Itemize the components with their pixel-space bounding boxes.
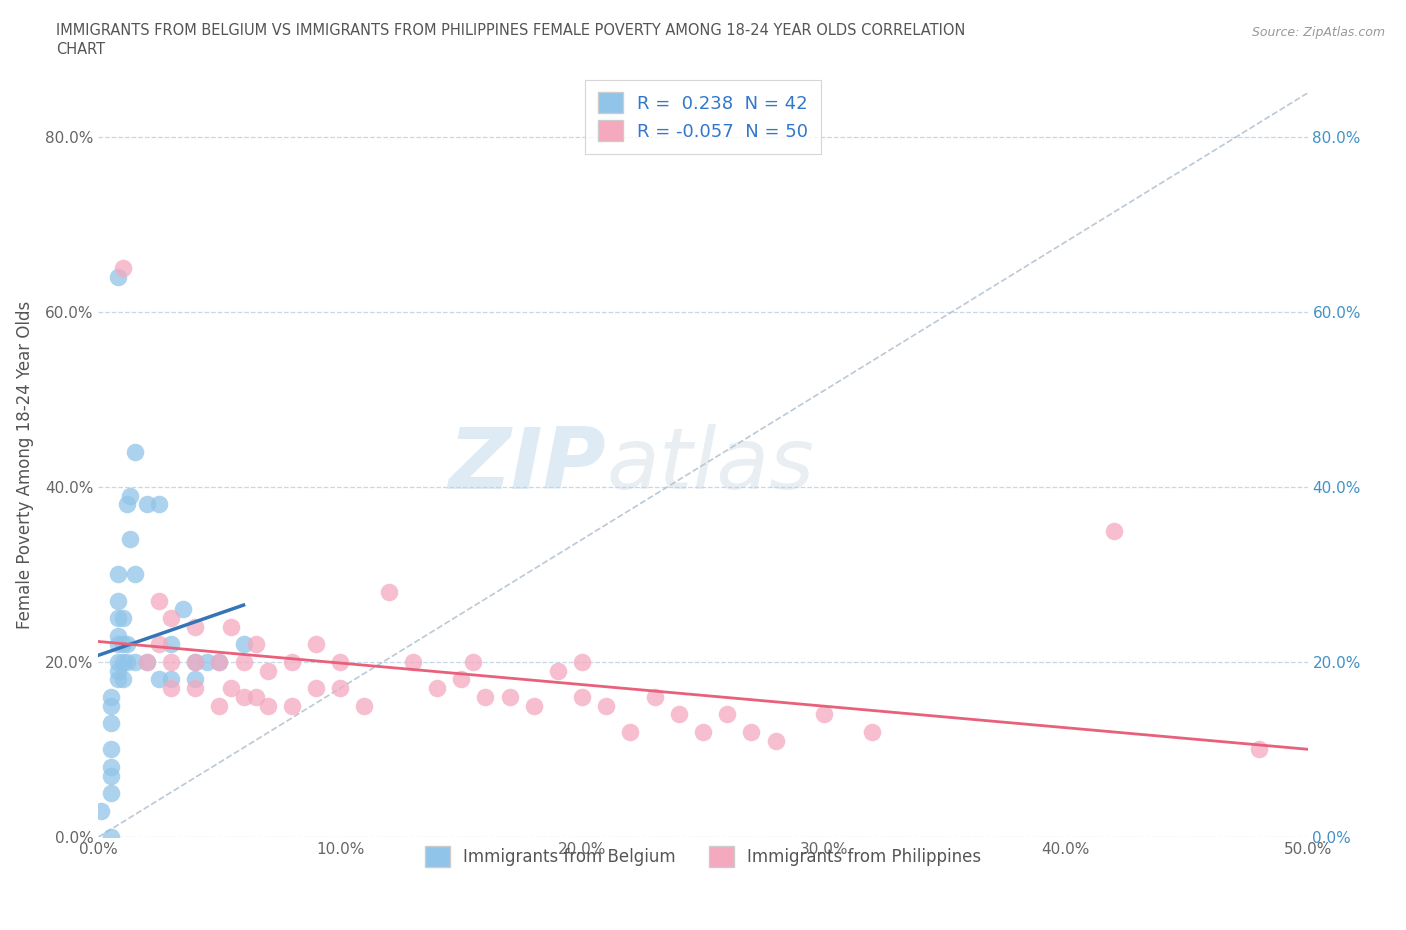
Point bbox=[221, 619, 243, 634]
Point bbox=[245, 689, 267, 704]
Point bbox=[184, 655, 207, 670]
Point bbox=[107, 672, 129, 687]
Point bbox=[281, 698, 304, 713]
Point bbox=[523, 698, 546, 713]
Point bbox=[716, 707, 738, 722]
Point bbox=[208, 698, 231, 713]
Point bbox=[329, 655, 352, 670]
Text: Source: ZipAtlas.com: Source: ZipAtlas.com bbox=[1251, 26, 1385, 39]
Point bbox=[450, 672, 472, 687]
Point bbox=[148, 497, 170, 512]
Point bbox=[571, 689, 593, 704]
Point bbox=[118, 532, 141, 547]
Point bbox=[547, 663, 569, 678]
Point bbox=[107, 567, 129, 582]
Text: atlas: atlas bbox=[606, 423, 814, 507]
Point bbox=[426, 681, 449, 696]
Point bbox=[107, 637, 129, 652]
Point bbox=[135, 655, 157, 670]
Point bbox=[184, 655, 207, 670]
Text: IMMIGRANTS FROM BELGIUM VS IMMIGRANTS FROM PHILIPPINES FEMALE POVERTY AMONG 18-2: IMMIGRANTS FROM BELGIUM VS IMMIGRANTS FR… bbox=[56, 23, 966, 38]
Point bbox=[305, 681, 328, 696]
Point bbox=[668, 707, 690, 722]
Point bbox=[160, 637, 183, 652]
Point bbox=[135, 655, 157, 670]
Point bbox=[135, 497, 157, 512]
Point bbox=[100, 689, 122, 704]
Text: CHART: CHART bbox=[56, 42, 105, 57]
Point bbox=[353, 698, 375, 713]
Point bbox=[160, 672, 183, 687]
Point bbox=[860, 724, 883, 739]
Point bbox=[100, 830, 122, 844]
Point bbox=[107, 270, 129, 285]
Point bbox=[172, 602, 194, 617]
Point bbox=[813, 707, 835, 722]
Point bbox=[498, 689, 520, 704]
Point bbox=[571, 655, 593, 670]
Point bbox=[221, 681, 243, 696]
Point bbox=[595, 698, 617, 713]
Point bbox=[208, 655, 231, 670]
Point bbox=[1249, 742, 1271, 757]
Point bbox=[111, 637, 134, 652]
Point bbox=[117, 637, 139, 652]
Point bbox=[111, 655, 134, 670]
Point bbox=[107, 629, 129, 644]
Point bbox=[107, 663, 129, 678]
Point bbox=[619, 724, 641, 739]
Point bbox=[232, 689, 254, 704]
Point bbox=[305, 637, 328, 652]
Point bbox=[740, 724, 762, 739]
Point bbox=[111, 611, 134, 626]
Point bbox=[232, 655, 254, 670]
Point bbox=[100, 760, 122, 775]
Point bbox=[124, 445, 146, 459]
Point bbox=[148, 672, 170, 687]
Point bbox=[160, 681, 183, 696]
Point bbox=[117, 497, 139, 512]
Point bbox=[329, 681, 352, 696]
Point bbox=[107, 655, 129, 670]
Point bbox=[281, 655, 304, 670]
Point bbox=[111, 260, 134, 275]
Point bbox=[124, 655, 146, 670]
Point bbox=[184, 619, 207, 634]
Point bbox=[245, 637, 267, 652]
Point bbox=[124, 567, 146, 582]
Point bbox=[256, 663, 278, 678]
Point bbox=[90, 804, 112, 818]
Point bbox=[256, 698, 278, 713]
Point bbox=[474, 689, 496, 704]
Point bbox=[692, 724, 714, 739]
Point bbox=[160, 611, 183, 626]
Point bbox=[100, 716, 122, 731]
Point bbox=[184, 672, 207, 687]
Point bbox=[377, 584, 399, 599]
Point bbox=[100, 698, 122, 713]
Point bbox=[100, 768, 122, 783]
Point bbox=[463, 655, 485, 670]
Point bbox=[208, 655, 231, 670]
Point bbox=[100, 742, 122, 757]
Point bbox=[402, 655, 425, 670]
Point bbox=[195, 655, 218, 670]
Point bbox=[184, 681, 207, 696]
Y-axis label: Female Poverty Among 18-24 Year Olds: Female Poverty Among 18-24 Year Olds bbox=[15, 301, 34, 629]
Legend: Immigrants from Belgium, Immigrants from Philippines: Immigrants from Belgium, Immigrants from… bbox=[418, 840, 988, 873]
Point bbox=[111, 672, 134, 687]
Point bbox=[148, 637, 170, 652]
Point bbox=[148, 593, 170, 608]
Text: ZIP: ZIP bbox=[449, 423, 606, 507]
Point bbox=[160, 655, 183, 670]
Point bbox=[117, 655, 139, 670]
Point bbox=[107, 593, 129, 608]
Point bbox=[644, 689, 666, 704]
Point bbox=[100, 786, 122, 801]
Point bbox=[118, 488, 141, 503]
Point bbox=[1102, 524, 1125, 538]
Point bbox=[107, 611, 129, 626]
Point bbox=[765, 733, 787, 748]
Point bbox=[232, 637, 254, 652]
